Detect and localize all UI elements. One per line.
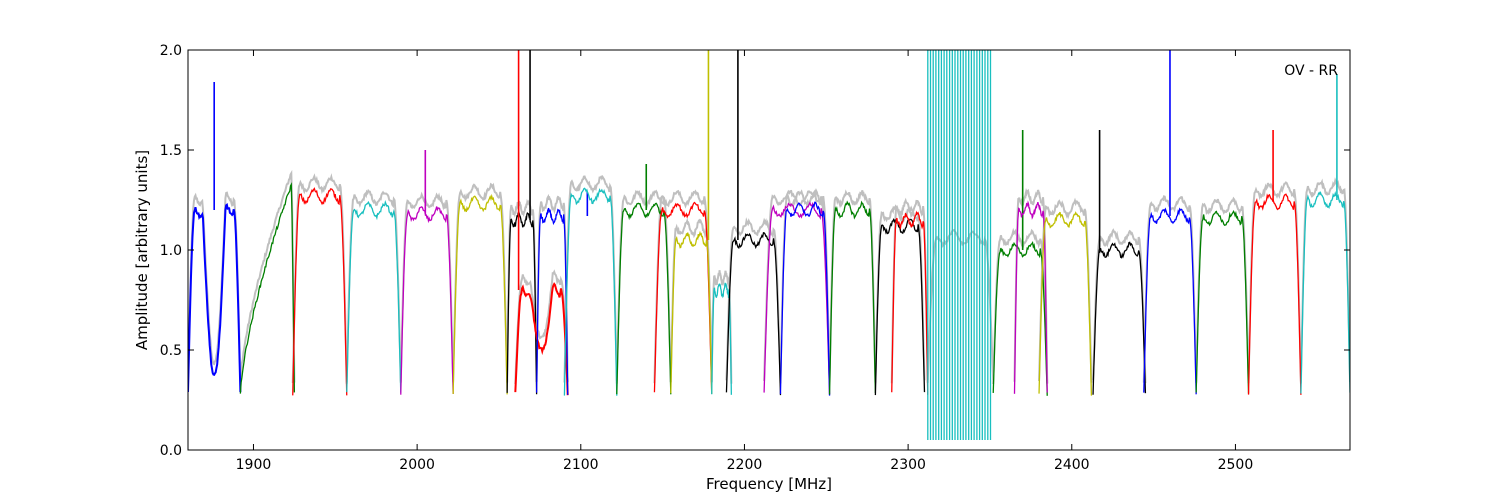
band-trace-26 [1195, 209, 1250, 394]
plot-layer [188, 50, 1350, 440]
band-trace-14 [725, 231, 782, 396]
band-trace-7 [514, 282, 569, 396]
band-trace-21 [992, 241, 1048, 396]
band-trace-22 [1013, 200, 1048, 394]
band-trace-20 [927, 50, 992, 440]
background-trace-28 [1299, 177, 1350, 384]
background-trace-11 [653, 189, 713, 384]
background-trace-8 [535, 193, 569, 383]
band-trace-19 [891, 210, 929, 395]
background-trace-25 [1142, 195, 1198, 383]
band-trace-23 [1038, 211, 1093, 396]
background-trace-13 [710, 270, 733, 384]
background-trace-27 [1247, 181, 1302, 383]
background-trace-17 [828, 189, 877, 383]
band-trace-1 [239, 182, 296, 394]
band-trace-12 [670, 230, 713, 394]
background-trace-23 [1038, 197, 1093, 383]
background-trace-9 [563, 174, 618, 383]
band-trace-9 [563, 187, 618, 396]
background-trace-15 [763, 189, 831, 382]
background-trace-6 [506, 198, 538, 383]
background-trace-24 [1092, 228, 1147, 384]
y-tick-label-2: 1.0 [160, 243, 182, 259]
y-tick-label-0: 0.0 [160, 443, 182, 459]
band-trace-28 [1300, 190, 1350, 394]
band-trace-8 [535, 207, 569, 395]
background-trace-22 [1013, 187, 1049, 384]
band-trace-15 [763, 201, 831, 395]
band-trace-18 [874, 218, 926, 396]
background-trace-1 [239, 169, 296, 383]
band-trace-25 [1143, 207, 1197, 395]
background-trace-12 [669, 217, 713, 383]
background-trace-7 [514, 269, 569, 385]
x-tick-label-0: 1900 [236, 457, 272, 473]
background-trace-18 [874, 204, 926, 384]
band-trace-5 [452, 193, 508, 395]
band-trace-27 [1247, 193, 1302, 395]
y-tick-label-4: 2.0 [160, 43, 182, 59]
background-trace-4 [399, 191, 455, 383]
band-trace-17 [828, 200, 877, 395]
background-trace-0 [188, 191, 242, 382]
band-trace-6 [506, 211, 538, 395]
band-trace-10 [616, 202, 672, 395]
y-tick-label-3: 1.5 [160, 143, 182, 159]
background-trace-10 [615, 189, 672, 384]
background-trace-19 [890, 197, 929, 384]
background-trace-2 [291, 173, 348, 384]
x-axis-label: Frequency [MHz] [706, 475, 832, 493]
chart-annotation: OV - RR [1284, 63, 1338, 79]
y-axis-label: Amplitude [arbitrary units] [133, 150, 151, 350]
tick-layer: 1900 2000 2100 2200 2300 2400 2500 0.0 0.5 1.0 1.5… [160, 43, 1350, 473]
background-trace-3 [345, 188, 402, 383]
x-tick-label-6: 2500 [1218, 457, 1254, 473]
background-trace-14 [725, 217, 782, 383]
background-trace-21 [992, 227, 1049, 385]
band-trace-3 [346, 199, 402, 393]
y-tick-label-1: 0.5 [160, 343, 182, 359]
band-trace-4 [400, 206, 454, 395]
band-trace-0 [188, 202, 242, 393]
band-trace-24 [1092, 241, 1147, 395]
x-tick-label-2: 2100 [563, 457, 599, 473]
band-trace-16 [779, 201, 831, 396]
x-tick-label-3: 2200 [727, 457, 763, 473]
band-trace-11 [653, 201, 713, 394]
background-trace-26 [1195, 196, 1250, 384]
x-tick-label-1: 2000 [399, 457, 435, 473]
background-trace-5 [452, 182, 509, 382]
band-trace-13 [711, 282, 733, 395]
x-tick-label-4: 2300 [890, 457, 926, 473]
background-trace-16 [779, 188, 831, 384]
band-trace-2 [292, 187, 348, 396]
x-tick-label-5: 2400 [1054, 457, 1090, 473]
